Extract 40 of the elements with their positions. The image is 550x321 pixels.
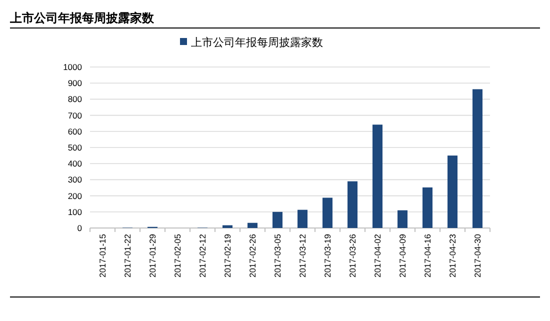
y-tick-label: 800 bbox=[68, 94, 82, 104]
x-tick-label: 2017-01-15 bbox=[97, 234, 108, 278]
bar bbox=[448, 156, 458, 228]
bar bbox=[422, 187, 432, 228]
x-tick-label: 2017-03-26 bbox=[347, 234, 358, 278]
y-tick-label: 400 bbox=[68, 158, 82, 169]
y-tick-label: 900 bbox=[68, 78, 82, 88]
x-tick-label: 2017-04-02 bbox=[372, 234, 382, 278]
x-tick-label: 2017-01-29 bbox=[147, 234, 158, 278]
bar bbox=[298, 210, 308, 228]
y-tick-label: 200 bbox=[68, 190, 82, 201]
x-tick-label: 2017-01-22 bbox=[122, 234, 132, 278]
x-tick-label: 2017-03-05 bbox=[272, 234, 282, 278]
y-tick-label: 0 bbox=[77, 222, 82, 233]
x-tick-label: 2017-03-19 bbox=[322, 234, 332, 278]
x-tick-label: 2017-03-12 bbox=[297, 234, 308, 278]
y-tick-label: 100 bbox=[68, 206, 82, 217]
y-tick-label: 300 bbox=[68, 174, 82, 185]
bar bbox=[372, 124, 382, 228]
y-tick-label: 1000 bbox=[63, 62, 82, 72]
bar bbox=[348, 181, 358, 228]
x-tick-label: 2017-04-09 bbox=[397, 234, 408, 278]
x-tick-label: 2017-02-26 bbox=[247, 234, 258, 278]
bar bbox=[322, 198, 332, 228]
bar bbox=[398, 210, 408, 228]
y-tick-label: 600 bbox=[68, 126, 82, 136]
bar bbox=[272, 212, 282, 228]
y-tick-label: 500 bbox=[68, 142, 82, 152]
y-tick-label: 700 bbox=[68, 110, 82, 120]
bar bbox=[222, 225, 232, 228]
legend-label: 上市公司年报每周披露家数 bbox=[191, 36, 323, 49]
bar bbox=[248, 222, 258, 228]
x-tick-label: 2017-04-16 bbox=[422, 234, 432, 278]
x-tick-label: 2017-04-23 bbox=[447, 234, 458, 278]
x-tick-label: 2017-02-05 bbox=[172, 234, 182, 278]
x-tick-label: 2017-04-30 bbox=[472, 234, 482, 278]
x-tick-label: 2017-02-19 bbox=[222, 234, 232, 278]
chart-title: 上市公司年报每周披露家数 bbox=[9, 11, 155, 25]
x-tick-label: 2017-02-12 bbox=[197, 234, 208, 278]
bar bbox=[472, 89, 482, 228]
